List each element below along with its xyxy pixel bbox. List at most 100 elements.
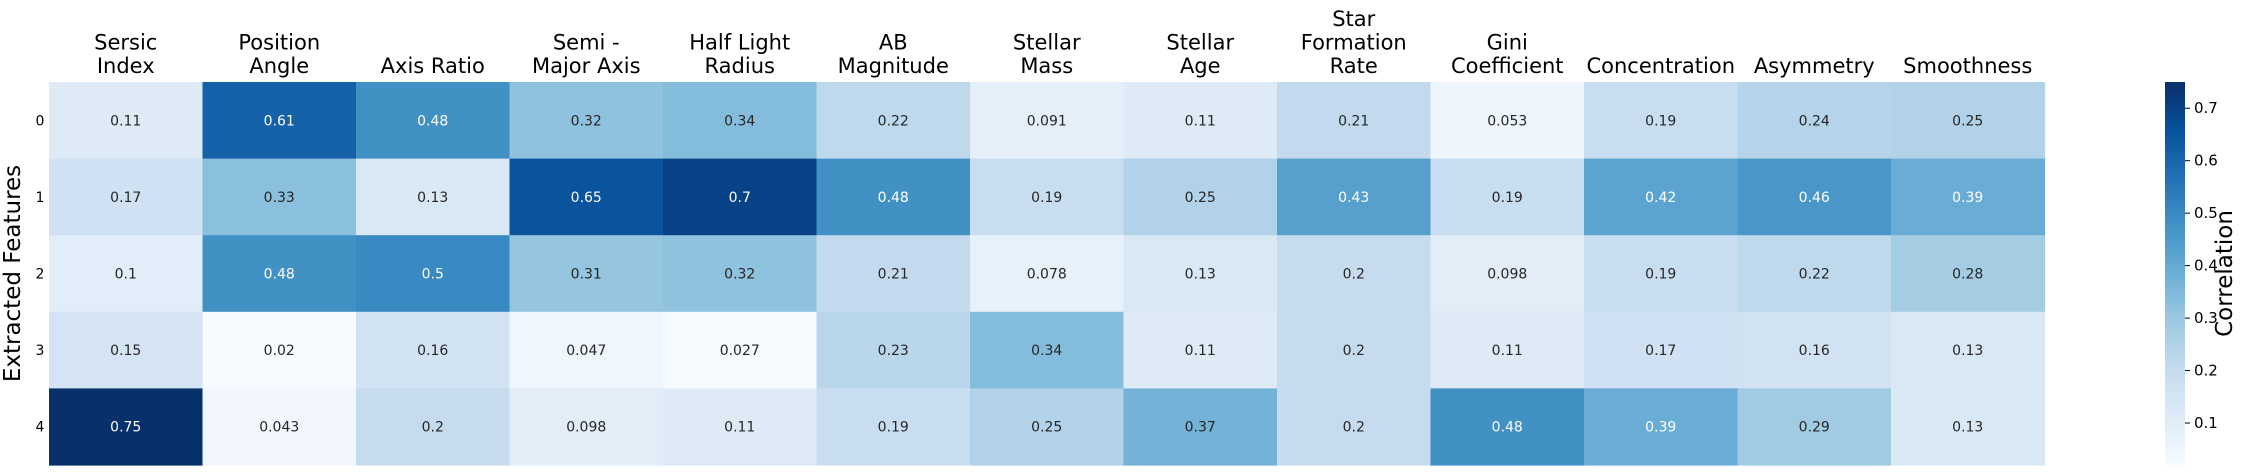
cell-value-r3-c9: 0.11	[1492, 343, 1523, 359]
heatmap-cell-r1-c6	[970, 158, 1125, 236]
heatmap-cell-r4-c2	[356, 388, 511, 466]
heatmap-cell-r3-c8	[1277, 311, 1432, 389]
cell-value-r0-c5: 0.22	[878, 113, 909, 129]
cell-value-r1-c2: 0.13	[417, 190, 448, 206]
column-label-8-line-1: Formation	[1301, 31, 1407, 55]
cell-value-r3-c10: 0.17	[1645, 343, 1676, 359]
cell-value-r0-c10: 0.19	[1645, 113, 1676, 129]
column-label-3-line-1: Major Axis	[532, 54, 641, 78]
cell-value-r1-c12: 0.39	[1952, 190, 1983, 206]
column-label-2-line-0: Axis Ratio	[381, 54, 485, 78]
cell-value-r2-c3: 0.31	[571, 267, 602, 283]
cell-value-r0-c9: 0.053	[1487, 113, 1527, 129]
heatmap-cell-r0-c11	[1737, 82, 1892, 160]
heatmap-cell-r4-c3	[509, 388, 664, 466]
heatmap-cell-r0-c5	[816, 82, 971, 160]
colorbar-tick-label-1: 0.2	[2194, 362, 2218, 380]
heatmap-cell-r0-c4	[663, 82, 818, 160]
cell-value-r1-c5: 0.48	[878, 190, 909, 206]
heatmap-cell-r3-c2	[356, 311, 511, 389]
column-label-6-line-0: Stellar	[1013, 31, 1081, 55]
cell-value-r0-c2: 0.48	[417, 113, 448, 129]
column-label-6-line-1: Mass	[1020, 54, 1073, 78]
heatmap-cell-r3-c10	[1584, 311, 1739, 389]
heatmap-cell-r1-c3	[509, 158, 664, 236]
column-label-7-line-1: Age	[1180, 54, 1221, 78]
column-label-12-line-0: Smoothness	[1903, 54, 2032, 78]
column-label-4-line-0: Half Light	[689, 31, 790, 55]
heatmap-cell-r1-c12	[1891, 158, 2046, 236]
heatmap-cell-r3-c12	[1891, 311, 2046, 389]
cell-value-r2-c8: 0.2	[1343, 267, 1365, 283]
row-label-3: 3	[36, 343, 45, 359]
cell-value-r1-c3: 0.65	[571, 190, 602, 206]
cell-value-r3-c5: 0.23	[878, 343, 909, 359]
column-label-9-line-1: Coefficient	[1451, 54, 1564, 78]
heatmap-cell-r3-c1	[202, 311, 357, 389]
heatmap-cell-r3-c4	[663, 311, 818, 389]
heatmap-cell-r1-c2	[356, 158, 511, 236]
heatmap-cell-r2-c9	[1430, 235, 1585, 313]
row-label-0: 0	[36, 113, 45, 129]
heatmap-cell-r3-c3	[509, 311, 664, 389]
heatmap-cell-r4-c8	[1277, 388, 1432, 466]
cell-value-r3-c1: 0.02	[264, 343, 295, 359]
cell-value-r2-c5: 0.21	[878, 267, 909, 283]
cell-value-r3-c6: 0.34	[1031, 343, 1062, 359]
heatmap-cell-r2-c7	[1123, 235, 1278, 313]
cell-value-r1-c8: 0.43	[1338, 190, 1369, 206]
column-label-0-line-1: Index	[97, 54, 155, 78]
cell-value-r2-c9: 0.098	[1487, 267, 1527, 283]
heatmap-cell-r4-c5	[816, 388, 971, 466]
cell-value-r4-c9: 0.48	[1492, 420, 1523, 436]
column-label-11-line-0: Asymmetry	[1754, 54, 1875, 78]
heatmap-cell-r0-c10	[1584, 82, 1739, 160]
column-label-8-line-0: Star	[1332, 7, 1375, 31]
cell-value-r4-c12: 0.13	[1952, 420, 1983, 436]
cell-value-r2-c10: 0.19	[1645, 267, 1676, 283]
heatmap-cell-r2-c4	[663, 235, 818, 313]
row-labels: 0 1 2 3 4	[36, 113, 45, 435]
cell-value-r0-c3: 0.32	[571, 113, 602, 129]
cell-value-r0-c1: 0.61	[264, 113, 295, 129]
heatmap-cell-r0-c3	[509, 82, 664, 160]
heatmap-cell-r4-c12	[1891, 388, 2046, 466]
heatmap-cell-r1-c1	[202, 158, 357, 236]
heatmap-cell-r2-c8	[1277, 235, 1432, 313]
column-label-3-line-0: Semi -	[553, 31, 620, 55]
column-label-10-line-0: Concentration	[1586, 54, 1735, 78]
colorbar-tick-label-2: 0.3	[2194, 309, 2218, 327]
heatmap-cell-r4-c9	[1430, 388, 1585, 466]
cell-value-r0-c6: 0.091	[1027, 113, 1067, 129]
cell-value-r4-c0: 0.75	[110, 420, 141, 436]
cell-value-r4-c2: 0.2	[422, 420, 444, 436]
column-label-5-line-1: Magnitude	[838, 54, 949, 78]
heatmap-cell-r2-c0	[49, 235, 204, 313]
cell-value-r0-c0: 0.11	[110, 113, 141, 129]
heatmap-cell-r0-c12	[1891, 82, 2046, 160]
column-label-8-line-2: Rate	[1330, 54, 1378, 78]
cell-value-r4-c1: 0.043	[259, 420, 299, 436]
heatmap-cell-r3-c11	[1737, 311, 1892, 389]
heatmap-cell-r3-c5	[816, 311, 971, 389]
cell-value-r0-c12: 0.25	[1952, 113, 1983, 129]
heatmap-cell-r2-c2	[356, 235, 511, 313]
cell-value-r2-c11: 0.22	[1799, 267, 1830, 283]
row-label-2: 2	[36, 267, 45, 283]
cell-value-r4-c5: 0.19	[878, 420, 909, 436]
cell-value-r1-c7: 0.25	[1185, 190, 1216, 206]
cell-value-r3-c12: 0.13	[1952, 343, 1983, 359]
cell-value-r3-c3: 0.047	[566, 343, 606, 359]
column-label-9-line-0: Gini	[1487, 31, 1528, 55]
heatmap-cell-r1-c8	[1277, 158, 1432, 236]
cell-value-r4-c6: 0.25	[1031, 420, 1062, 436]
heatmap-cell-r2-c11	[1737, 235, 1892, 313]
row-label-1: 1	[36, 190, 45, 206]
heatmap-cell-r3-c6	[970, 311, 1125, 389]
colorbar: 0.1 0.2 0.3 0.4 0.5 0.6 0.7	[2165, 82, 2218, 465]
colorbar-tick-label-4: 0.5	[2194, 204, 2218, 222]
heatmap-cell-r0-c2	[356, 82, 511, 160]
cell-value-r0-c7: 0.11	[1185, 113, 1216, 129]
colorbar-tick-label-0: 0.1	[2194, 414, 2218, 432]
